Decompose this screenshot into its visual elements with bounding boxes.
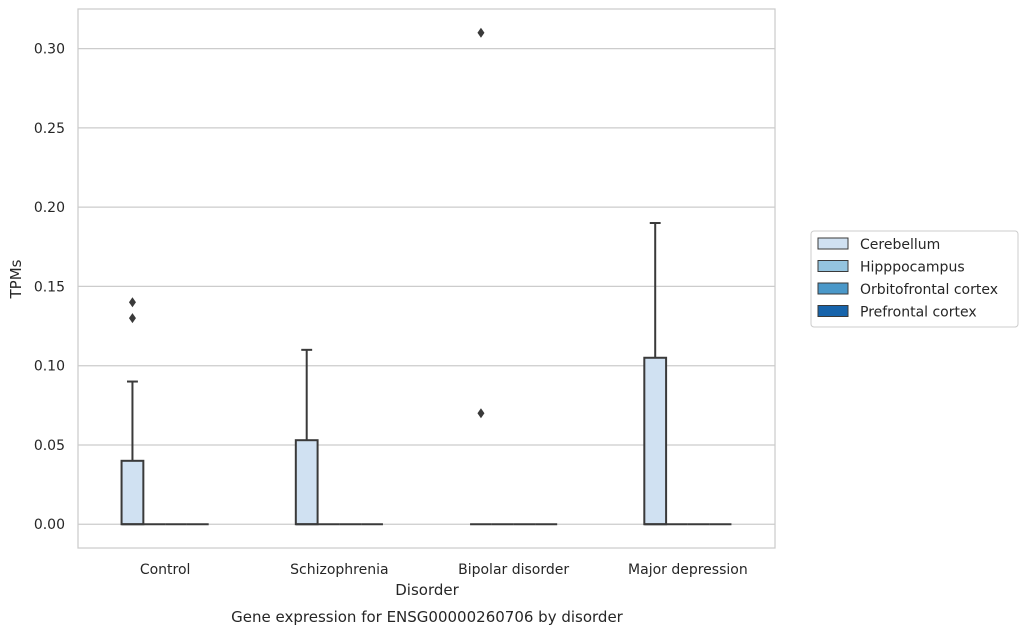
legend-label: Hipppocampus bbox=[860, 260, 965, 276]
legend-swatch bbox=[817, 282, 849, 295]
outlier-point bbox=[128, 297, 136, 308]
legend: Cerebellum Hipppocampus Orbitofrontal cort… bbox=[810, 230, 1019, 328]
legend-label: Orbitofrontal cortex bbox=[860, 282, 998, 298]
y-tick-label: 0.10 bbox=[34, 359, 65, 375]
legend-swatch bbox=[817, 305, 849, 317]
boxes bbox=[120, 27, 732, 526]
y-tick-label: 0.25 bbox=[34, 121, 65, 137]
y-tick-label: 0.30 bbox=[34, 42, 65, 58]
outlier-point bbox=[128, 313, 136, 324]
box-group bbox=[643, 222, 668, 526]
gridlines bbox=[78, 48, 775, 525]
box-group bbox=[294, 348, 319, 526]
x-tick-label: Schizophrenia bbox=[290, 562, 388, 578]
plot-area-frame bbox=[77, 8, 776, 549]
box-group bbox=[120, 297, 145, 526]
outlier-point bbox=[477, 27, 485, 38]
x-axis-ticks: Control Schizophrenia Bipolar disorder Majo… bbox=[140, 562, 748, 578]
y-tick-label: 0.00 bbox=[34, 517, 65, 533]
y-axis-ticks: 0.00 0.05 0.10 0.15 0.20 0.25 0.30 bbox=[34, 42, 65, 534]
legend-swatch bbox=[817, 260, 849, 272]
box-iqr bbox=[294, 439, 319, 526]
y-axis-label: TPMs bbox=[7, 259, 25, 299]
x-tick-label: Control bbox=[140, 562, 191, 578]
legend-frame bbox=[810, 230, 1019, 328]
x-axis-label: Disorder bbox=[395, 581, 459, 599]
box-iqr bbox=[643, 356, 668, 526]
outlier-point bbox=[477, 408, 485, 419]
legend-swatch bbox=[817, 237, 849, 250]
legend-label: Prefrontal cortex bbox=[860, 305, 977, 321]
y-tick-label: 0.15 bbox=[34, 279, 65, 295]
y-tick-label: 0.05 bbox=[34, 438, 65, 454]
chart-caption: Gene expression for ENSG00000260706 by d… bbox=[231, 608, 624, 626]
box-iqr bbox=[120, 459, 145, 526]
x-tick-label: Major depression bbox=[628, 562, 748, 578]
box-group bbox=[470, 27, 492, 526]
legend-label: Cerebellum bbox=[860, 237, 940, 253]
y-tick-label: 0.20 bbox=[34, 200, 65, 216]
x-tick-label: Bipolar disorder bbox=[458, 562, 569, 578]
